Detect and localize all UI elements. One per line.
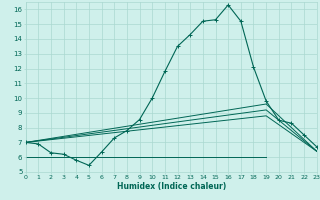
X-axis label: Humidex (Indice chaleur): Humidex (Indice chaleur) — [116, 182, 226, 191]
